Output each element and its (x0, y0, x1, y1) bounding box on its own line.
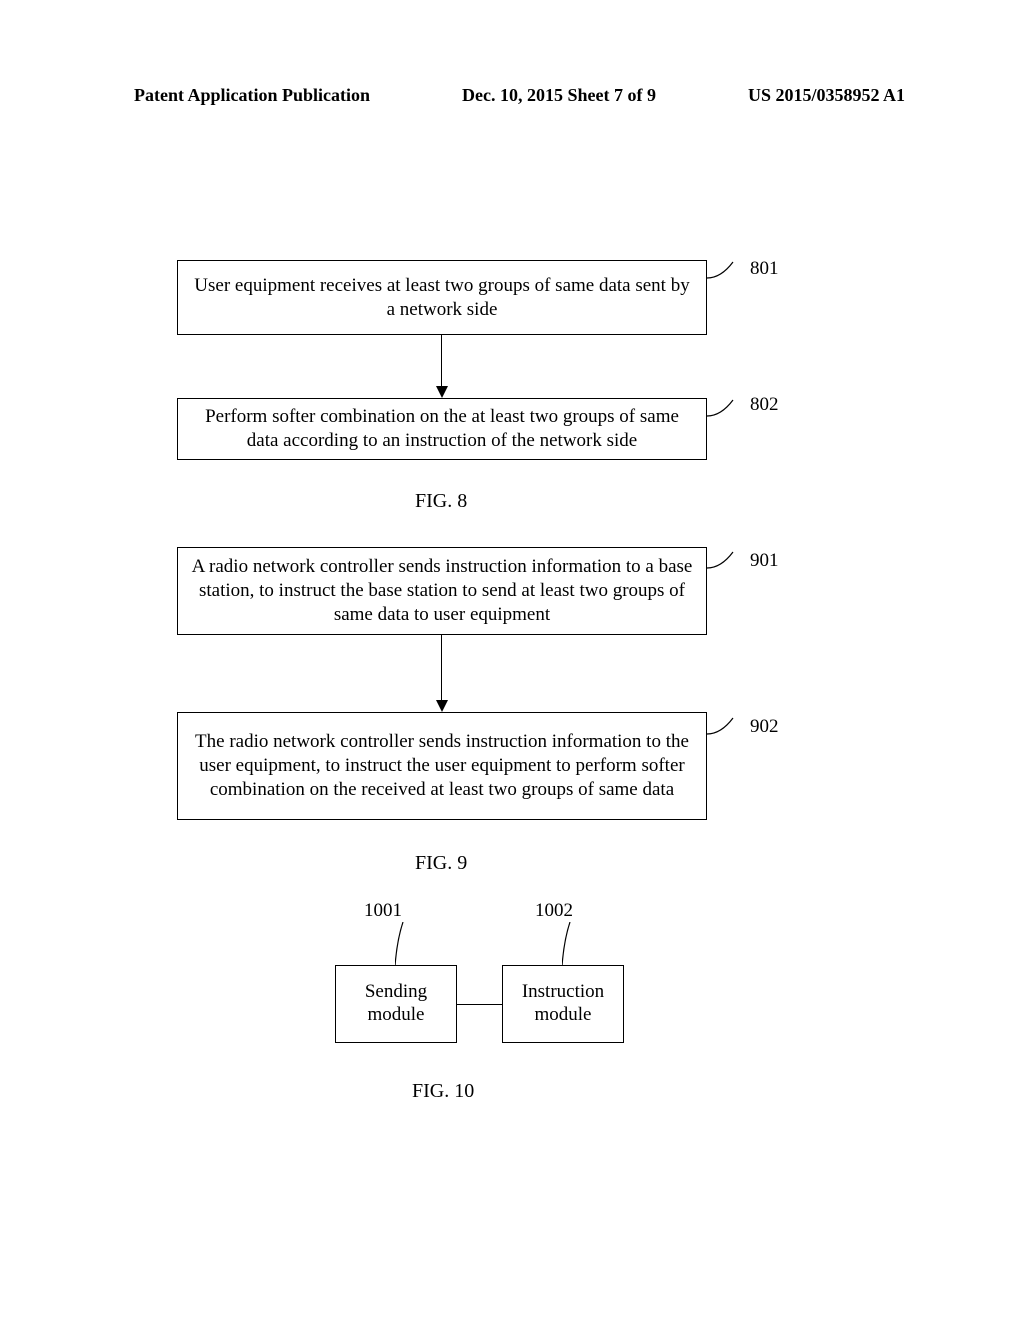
fig10-box-1002: Instruction module (502, 965, 624, 1043)
fig9-ref-901: 901 (750, 550, 779, 572)
fig8-box-802-text: Perform softer combination on the at lea… (190, 405, 694, 453)
fig8-caption: FIG. 8 (415, 490, 467, 513)
fig10-caption: FIG. 10 (412, 1080, 474, 1103)
fig8-box-801-text: User equipment receives at least two gro… (190, 274, 694, 322)
patent-page: Patent Application Publication Dec. 10, … (0, 0, 1024, 1320)
fig10-box-1002-text: Instruction module (507, 981, 619, 1027)
leader-line-icon (562, 922, 592, 966)
fig9-box-902: The radio network controller sends instr… (177, 712, 707, 820)
leader-line-icon (707, 396, 745, 434)
arrow-down-icon (441, 635, 442, 700)
fig8-box-802: Perform softer combination on the at lea… (177, 398, 707, 460)
header-mid: Dec. 10, 2015 Sheet 7 of 9 (462, 85, 656, 106)
fig9-box-901-text: A radio network controller sends instruc… (190, 555, 694, 626)
arrow-head-icon (436, 700, 448, 712)
fig9-caption: FIG. 9 (415, 852, 467, 875)
leader-line-icon (707, 258, 745, 296)
leader-line-icon (707, 548, 745, 586)
fig8-ref-801: 801 (750, 258, 779, 280)
header-right: US 2015/0358952 A1 (748, 85, 905, 106)
connector-line (457, 1004, 502, 1005)
fig10-box-1001: Sending module (335, 965, 457, 1043)
leader-line-icon (707, 714, 745, 752)
arrow-head-icon (436, 386, 448, 398)
page-header: Patent Application Publication Dec. 10, … (130, 85, 909, 106)
fig8-box-801: User equipment receives at least two gro… (177, 260, 707, 335)
fig9-box-902-text: The radio network controller sends instr… (190, 730, 694, 801)
fig10-ref-1001: 1001 (364, 900, 402, 922)
arrow-down-icon (441, 335, 442, 386)
fig8-ref-802: 802 (750, 394, 779, 416)
header-left: Patent Application Publication (134, 85, 370, 106)
fig10-box-1001-text: Sending module (340, 981, 452, 1027)
fig9-box-901: A radio network controller sends instruc… (177, 547, 707, 635)
fig10-ref-1002: 1002 (535, 900, 573, 922)
leader-line-icon (395, 922, 425, 966)
fig9-ref-902: 902 (750, 716, 779, 738)
